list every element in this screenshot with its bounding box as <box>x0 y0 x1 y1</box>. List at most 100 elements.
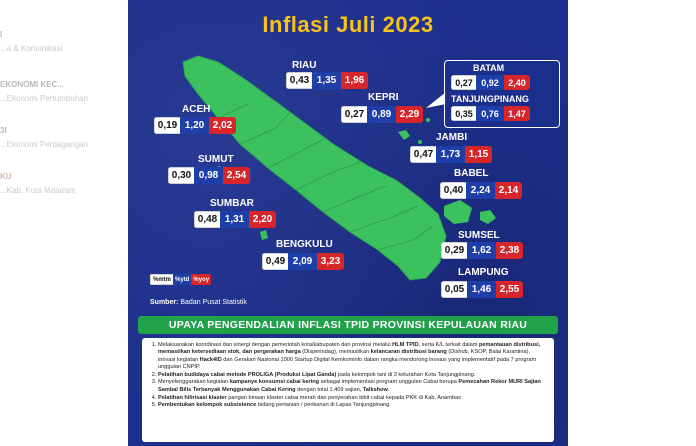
belitung-island-shape <box>480 210 496 224</box>
babel-island-shape <box>444 200 472 224</box>
ytd-value: 1,35 <box>312 72 341 89</box>
mtm-value: 0,40 <box>440 182 466 199</box>
measure-text: Talkshow <box>362 386 388 393</box>
ytd-value: 1,73 <box>436 146 465 163</box>
measure-text: Menyelenggarakan kegiatan <box>158 379 230 386</box>
measure-text: Melaksanakan koordinasi dan sinergi deng… <box>158 342 393 348</box>
mtm-value: 0,43 <box>286 72 312 89</box>
measure-text: kelancaran distribusi barang <box>370 349 447 356</box>
yoy-value: 2,14 <box>495 182 522 199</box>
source-value: Badan Pusat Statistik <box>180 299 247 306</box>
mtm-value: 0,48 <box>194 211 220 228</box>
measure-text: bidang pertanian / perikanan di Lapas Ta… <box>256 402 391 409</box>
measure-item: Menyelenggarakan kegiatan kampanye konsu… <box>158 379 548 394</box>
measure-text: kampanye konsumsi cabai kering <box>229 379 320 386</box>
region-values-bengkulu: 0,49 2,09 3,23 <box>262 253 344 270</box>
region-label-jambi: JAMBI <box>436 132 468 143</box>
value-legend: %mtm %ytd %yoy <box>150 274 212 285</box>
source-label: Sumber: <box>150 299 179 306</box>
mtm-value: 0,05 <box>441 281 467 298</box>
background-text-line: 3I <box>0 126 7 135</box>
region-label-sumbar: SUMBAR <box>210 198 254 209</box>
measure-text: . <box>387 386 390 393</box>
inset-pointer <box>426 92 446 108</box>
measure-item: Pelatihan budidaya cabai metode PROLIGA … <box>158 372 548 379</box>
measures-list: Melaksanakan koordinasi dan sinergi deng… <box>142 338 554 410</box>
region-label-sumut: SUMUT <box>198 154 234 165</box>
ytd-value: 0,76 <box>476 106 504 121</box>
measure-item: Pelatihan hilirisasi klaster pangan bina… <box>158 395 548 402</box>
legend-mtm: %mtm <box>150 274 174 285</box>
measure-text: Pelatihan budidaya cabai metode PROLIGA … <box>158 371 337 378</box>
measure-text: . <box>198 363 201 370</box>
measure-text: HLM TPID <box>392 342 419 348</box>
measure-text: Pemecahan Rekor MURI Sajian Sambal Bilis… <box>158 379 541 393</box>
poster-title: Inflasi Juli 2023 <box>262 12 434 37</box>
mtm-value: 0,29 <box>441 242 467 259</box>
mentawai-island-shape <box>260 230 268 240</box>
yoy-value: 1,15 <box>465 146 492 163</box>
kepri-island-shape <box>398 130 410 140</box>
region-values-riau: 0,43 1,35 1,96 <box>286 72 368 89</box>
ytd-value: 0,92 <box>476 75 504 90</box>
region-label-batam: BATAM <box>473 63 505 73</box>
section-banner: UPAYA PENGENDALIAN INFLASI TPID PROVINSI… <box>138 316 558 334</box>
background-text-line: EKONOMI KEC... <box>0 80 65 89</box>
background-article-pane: I ...a & Komunikasi EKONOMI KEC... ...Ek… <box>0 0 128 446</box>
measure-text: sebagai implementasi program unggulan Ca… <box>319 379 459 386</box>
region-values-sumbar: 0,48 1,31 2,20 <box>194 211 276 228</box>
measure-text: dengan total 1.409 sajian, <box>295 386 363 393</box>
measure-text: pangan binaan klaster cabai merah dan pe… <box>226 394 461 401</box>
ytd-value: 1,46 <box>467 281 496 298</box>
background-text-line: ...Kab. Kota Mataram <box>0 186 76 195</box>
measure-text: dan Gerakan Nasional 1000 Startup Digita… <box>158 356 537 370</box>
region-label-sumsel: SUMSEL <box>458 230 500 241</box>
measure-text: (Disperindag), memastikan <box>300 349 371 356</box>
mtm-value: 0,30 <box>168 167 194 184</box>
yoy-value: 2,20 <box>249 211 276 228</box>
mtm-value: 0,47 <box>410 146 436 163</box>
region-values-tanjungpinang: 0,35 0,76 1,47 <box>451 106 530 121</box>
measure-text: pada kelompok tani di 3 kelurahan Kota T… <box>336 371 476 378</box>
ytd-value: 1,62 <box>467 242 496 259</box>
measure-text: CNPIP <box>182 363 199 370</box>
right-blank-pane <box>568 0 696 446</box>
measure-text: Pelatihan hilirisasi klaster <box>158 394 227 401</box>
yoy-value: 2,40 <box>504 75 530 90</box>
region-values-lampung: 0,05 1,46 2,55 <box>441 281 523 298</box>
region-label-lampung: LAMPUNG <box>458 267 509 278</box>
region-label-kepri: KEPRI <box>368 92 399 103</box>
measure-text: pemantauan distribusi, memastikan keters… <box>158 342 541 356</box>
mtm-value: 0,49 <box>262 253 288 270</box>
measure-item: Melaksanakan koordinasi dan sinergi deng… <box>158 342 548 371</box>
mtm-value: 0,35 <box>451 106 476 121</box>
yoy-value: 2,54 <box>223 167 250 184</box>
yoy-value: 3,23 <box>317 253 344 270</box>
ytd-value: 0,98 <box>194 167 223 184</box>
yoy-value: 1,96 <box>341 72 368 89</box>
kepri-island-shape <box>418 140 422 144</box>
ytd-value: 0,89 <box>367 106 396 123</box>
region-values-sumsel: 0,29 1,62 2,38 <box>441 242 523 259</box>
background-text-line: ...Ekonomi Pertumbuhan <box>0 94 89 103</box>
region-values-sumut: 0,30 0,98 2,54 <box>168 167 250 184</box>
region-values-babel: 0,40 2,24 2,14 <box>440 182 522 199</box>
legend-ytd: %ytd <box>173 274 192 285</box>
mtm-value: 0,27 <box>341 106 367 123</box>
region-label-babel: BABEL <box>454 168 489 179</box>
measure-item: Pembentukan kelompok subsistence bidang … <box>158 402 548 409</box>
yoy-value: 1,47 <box>504 106 530 121</box>
background-text-line: ...Ekonomi Perdagangan <box>0 140 89 149</box>
yoy-value: 2,55 <box>496 281 523 298</box>
yoy-value: 2,29 <box>396 106 423 123</box>
region-values-batam: 0,27 0,92 2,40 <box>451 75 530 90</box>
ytd-value: 2,24 <box>466 182 495 199</box>
background-text-line: KU <box>0 172 12 181</box>
region-values-aceh: 0,19 1,20 2,02 <box>154 117 236 134</box>
ytd-value: 2,09 <box>288 253 317 270</box>
measure-text: Pembentukan kelompok subsistence <box>158 402 257 409</box>
measure-text: , serta K/L terkait dalam <box>418 342 479 348</box>
sumatra-island-shape <box>182 55 447 281</box>
kepri-island-shape <box>426 118 430 122</box>
region-values-jambi: 0,47 1,73 1,15 <box>410 146 492 163</box>
